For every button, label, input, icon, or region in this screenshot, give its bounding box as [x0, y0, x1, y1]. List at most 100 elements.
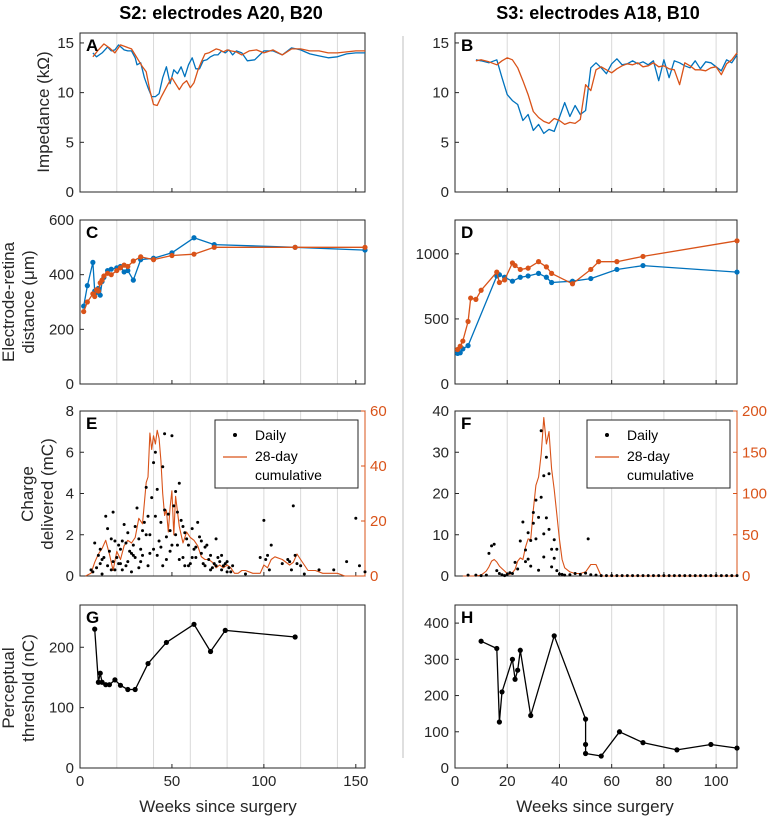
legend-daily-label: Daily — [627, 427, 658, 443]
point-threshold — [106, 682, 113, 688]
daily-point — [209, 553, 213, 557]
xtick-label: 40 — [551, 773, 568, 790]
daily-point — [142, 520, 146, 524]
panel-A: 0 5 10 15 A — [57, 32, 366, 201]
point-threshold — [99, 679, 105, 685]
point-threshold — [734, 745, 740, 751]
daily-point — [594, 573, 598, 577]
daily-point — [672, 574, 676, 578]
daily-point — [678, 574, 682, 578]
title-right: S3: electrodes A18, B10 — [496, 3, 699, 23]
daily-point — [129, 570, 133, 574]
daily-point — [229, 570, 233, 574]
daily-point — [152, 547, 156, 551]
point-B20 — [362, 244, 368, 250]
daily-point — [479, 574, 483, 578]
point-A18 — [509, 278, 516, 284]
daily-point — [181, 525, 185, 528]
daily-point — [683, 574, 687, 578]
daily-point — [148, 551, 152, 555]
point-threshold — [207, 648, 214, 655]
point-B10 — [734, 238, 740, 244]
point-threshold — [512, 676, 518, 682]
daily-point — [490, 544, 494, 548]
daily-point — [177, 481, 181, 485]
ytick-label: 10 — [432, 85, 449, 102]
point-B10 — [494, 269, 500, 275]
daily-point — [539, 495, 543, 499]
legend-cumulative-label-1: 28-day — [627, 448, 670, 464]
legend-cumulative-label-1: 28-day — [255, 448, 298, 464]
daily-point — [183, 564, 187, 568]
point-B20 — [292, 244, 298, 250]
ytick-label: 1000 — [416, 246, 449, 263]
daily-point — [688, 574, 692, 578]
daily-point — [159, 545, 163, 549]
daily-point — [174, 489, 178, 493]
daily-point — [288, 560, 292, 564]
ylabel-threshold-line2: threshold (nC) — [19, 634, 38, 742]
daily-point — [568, 573, 572, 577]
daily-point — [159, 520, 163, 524]
daily-point — [500, 573, 504, 577]
daily-point — [190, 527, 194, 531]
point-threshold — [97, 670, 103, 676]
ytick-label: 300 — [424, 651, 449, 668]
ytick-label: 500 — [424, 311, 449, 328]
daily-point — [299, 564, 303, 568]
daily-point — [203, 545, 207, 549]
daily-point — [497, 572, 501, 576]
legend-daily-label: Daily — [255, 427, 286, 443]
title-left: S2: electrodes A20, B20 — [119, 3, 322, 23]
series-threshold — [480, 635, 738, 757]
daily-point — [560, 572, 564, 576]
daily-point — [719, 574, 723, 578]
daily-point — [225, 560, 229, 564]
daily-point — [227, 566, 231, 570]
point-A20 — [108, 266, 114, 272]
point-threshold — [132, 686, 138, 693]
daily-point — [513, 560, 517, 564]
point-threshold — [582, 716, 589, 722]
ytick-label: 600 — [49, 212, 74, 229]
daily-point — [550, 547, 554, 551]
daily-point — [175, 510, 179, 514]
daily-point — [286, 558, 290, 561]
daily-point — [102, 555, 106, 559]
daily-point — [345, 560, 349, 564]
point-threshold — [551, 633, 557, 639]
ytick-label: 15 — [57, 35, 74, 52]
daily-point — [484, 573, 488, 577]
daily-point — [599, 574, 603, 578]
daily-point — [487, 551, 491, 555]
point-threshold — [499, 689, 505, 695]
daily-point — [155, 553, 159, 557]
point-B20 — [130, 258, 136, 264]
daily-point — [199, 551, 203, 555]
daily-point — [111, 560, 115, 564]
daily-point — [542, 474, 546, 478]
point-B20 — [117, 265, 124, 271]
point-threshold — [95, 679, 101, 685]
daily-point — [542, 555, 546, 559]
daily-point — [139, 547, 143, 551]
point-B20 — [114, 267, 120, 274]
legend-daily-marker — [605, 433, 609, 437]
point-threshold — [640, 740, 646, 746]
daily-point — [529, 539, 533, 543]
axes-box — [454, 32, 738, 193]
point-B10 — [596, 259, 602, 265]
point-B20 — [99, 277, 105, 283]
daily-point — [164, 558, 168, 561]
daily-point — [552, 556, 556, 560]
ytick-label: 0 — [441, 760, 449, 777]
point-A18 — [588, 275, 594, 282]
point-B10 — [460, 338, 466, 344]
legend: Daily 28-day cumulative — [214, 419, 359, 489]
daily-point — [631, 574, 635, 578]
point-threshold — [145, 660, 151, 667]
panel-letter: B — [461, 36, 473, 55]
y2tick-label: 150 — [742, 444, 767, 461]
y2tick-label: 20 — [370, 513, 387, 530]
daily-point — [651, 574, 655, 578]
